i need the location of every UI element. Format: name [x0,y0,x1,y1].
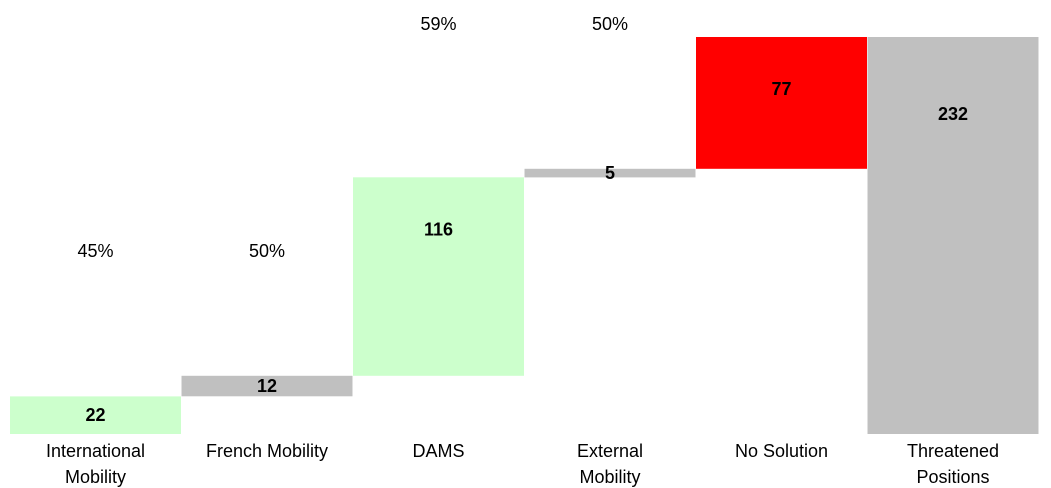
category-label-0: International Mobility [46,441,145,487]
bar-5 [867,37,1039,434]
bar-2 [353,177,524,376]
bar-value-label-1: 12 [257,376,277,396]
category-label-1: French Mobility [206,441,328,461]
bar-1 [181,375,353,397]
category-label-2: DAMS [412,441,464,461]
category-label-5: Threatened Positions [907,441,999,487]
percent-label-0: 45% [77,241,113,261]
bar-3 [524,168,696,178]
bar-0 [10,396,181,434]
percent-label-2: 59% [420,14,456,34]
percent-label-3: 50% [592,14,628,34]
bar-4 [696,37,867,169]
bar-value-label-5: 232 [938,104,968,124]
percent-label-1: 50% [249,241,285,261]
bar-value-label-4: 77 [771,79,791,99]
bar-value-label-2: 116 [424,219,453,239]
bar-value-label-3: 5 [605,163,615,183]
category-label-3: External Mobility [577,441,643,487]
bar-value-label-0: 22 [85,405,105,425]
category-label-4: No Solution [735,441,828,461]
